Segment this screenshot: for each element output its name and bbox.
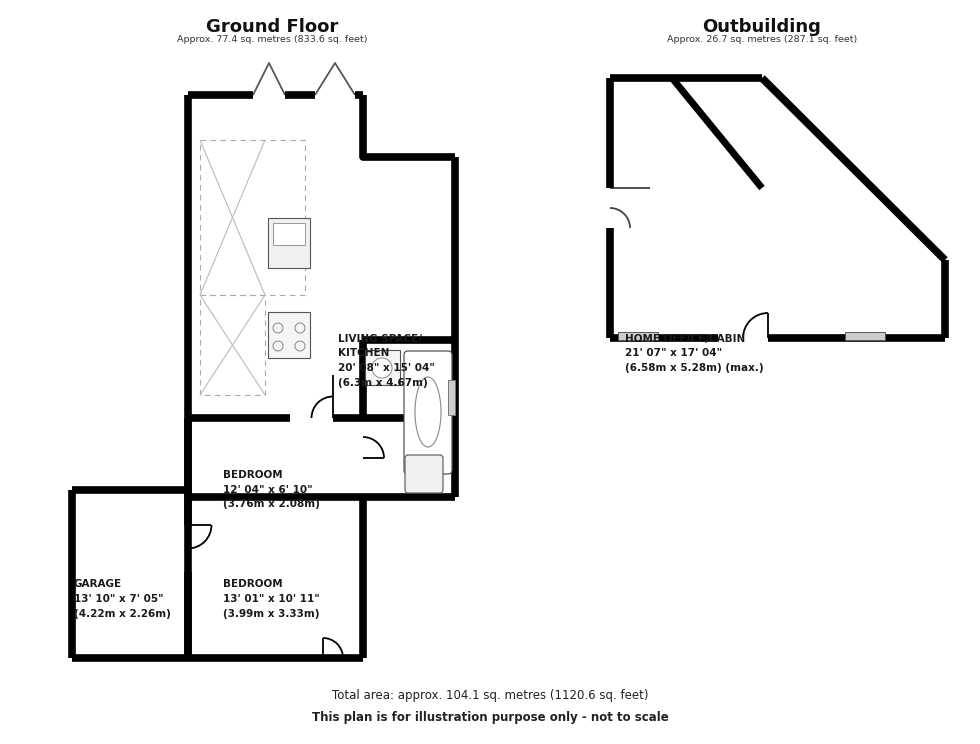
Ellipse shape bbox=[372, 358, 392, 378]
Bar bbox=[845, 332, 885, 340]
Bar bbox=[448, 380, 455, 415]
Bar bbox=[268, 218, 310, 268]
Bar bbox=[268, 312, 310, 358]
Text: Outbuilding: Outbuilding bbox=[703, 18, 821, 36]
Text: Approx. 77.4 sq. metres (833.6 sq. feet): Approx. 77.4 sq. metres (833.6 sq. feet) bbox=[176, 35, 368, 44]
Bar bbox=[618, 332, 658, 340]
FancyBboxPatch shape bbox=[404, 351, 452, 474]
Text: Ground Floor: Ground Floor bbox=[206, 18, 338, 36]
Text: HOME OFFICE/CABIN
21' 07" x 17' 04"
(6.58m x 5.28m) (max.): HOME OFFICE/CABIN 21' 07" x 17' 04" (6.5… bbox=[625, 333, 763, 373]
Text: Approx. 26.7 sq. metres (287.1 sq. feet): Approx. 26.7 sq. metres (287.1 sq. feet) bbox=[666, 35, 858, 44]
Text: BEDROOM
12' 04" x 6' 10"
(3.76m x 2.08m): BEDROOM 12' 04" x 6' 10" (3.76m x 2.08m) bbox=[223, 469, 320, 510]
Text: Total area: approx. 104.1 sq. metres (1120.6 sq. feet): Total area: approx. 104.1 sq. metres (11… bbox=[332, 688, 648, 702]
Ellipse shape bbox=[415, 377, 441, 447]
Bar bbox=[365, 350, 400, 385]
Text: LIVING SPACE/
KITCHEN
20' 08" x 15' 04"
(6.3m x 4.67m): LIVING SPACE/ KITCHEN 20' 08" x 15' 04" … bbox=[338, 333, 435, 388]
Text: This plan is for illustration purpose only - not to scale: This plan is for illustration purpose on… bbox=[312, 711, 668, 725]
Text: GARAGE
13' 10" x 7' 05"
(4.22m x 2.26m): GARAGE 13' 10" x 7' 05" (4.22m x 2.26m) bbox=[74, 579, 171, 619]
Bar bbox=[273, 223, 305, 245]
FancyBboxPatch shape bbox=[405, 455, 443, 493]
Text: BEDROOM
13' 01" x 10' 11"
(3.99m x 3.33m): BEDROOM 13' 01" x 10' 11" (3.99m x 3.33m… bbox=[223, 579, 320, 619]
